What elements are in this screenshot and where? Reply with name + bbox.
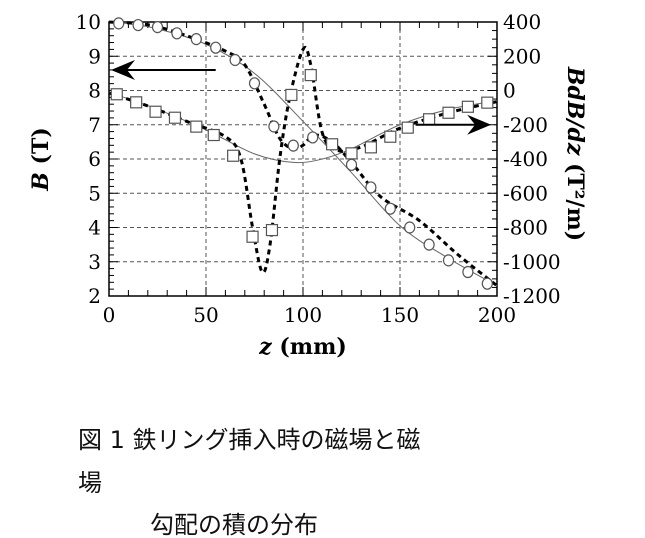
y2-tick-label: -1200: [503, 284, 561, 308]
y2-tick-label: -200: [503, 113, 548, 137]
y2-tick-label: -800: [503, 216, 548, 240]
data-point-circle: [442, 254, 455, 267]
y-tick-label: 6: [88, 147, 101, 171]
plot-frame: [108, 21, 498, 297]
y-tick-label: 4: [88, 216, 101, 240]
y2-tick-label: -1000: [503, 250, 561, 274]
data-point-square: [227, 149, 240, 162]
y-tick-label: 3: [88, 250, 101, 274]
x-tick-label: 50: [193, 303, 218, 327]
data-point-circle: [229, 53, 241, 67]
data-point-circle: [248, 77, 261, 90]
data-point-circle: [365, 181, 377, 194]
data-point-square: [364, 141, 377, 154]
caption-line-3: 勾配の積の分布: [150, 511, 318, 538]
y-tick-label: 8: [88, 79, 101, 103]
data-point-circle: [481, 277, 493, 290]
x-tick-label: 100: [284, 303, 322, 327]
data-point-circle: [132, 18, 144, 32]
data-point-square: [168, 111, 182, 124]
x-tick-label: 0: [103, 303, 116, 327]
x-tick-label: 150: [381, 303, 419, 327]
data-point-circle: [171, 27, 183, 40]
x-axis-label: z (mm): [258, 334, 347, 360]
data-point-circle: [404, 221, 416, 234]
data-point-square: [304, 68, 317, 82]
y-tick-label: 10: [76, 10, 101, 34]
arrow-left-icon: [111, 59, 135, 80]
y2-tick-label: -400: [503, 147, 548, 171]
data-point-square: [130, 96, 143, 109]
y-tick-label: 7: [88, 113, 101, 137]
data-point-square: [285, 88, 298, 102]
data-point-square: [246, 230, 259, 243]
data-point-circle: [151, 21, 164, 34]
y-tick-label: 5: [88, 181, 101, 205]
data-point-circle: [423, 238, 435, 251]
data-point-circle: [190, 33, 202, 46]
data-point-circle: [345, 158, 358, 171]
data-point-square: [207, 128, 220, 142]
data-point-square: [401, 121, 414, 134]
chart: 0 50 100 150 200 2 3 4 5 6 7 8 9 10 400 200 0 -200 -400 -60…: [28, 10, 588, 360]
y2-axis-label: BdB/dz (T²/m): [562, 66, 588, 241]
data-point-square: [110, 88, 123, 101]
data-point-square: [190, 120, 203, 133]
data-point-square: [481, 96, 494, 109]
series-bdb-dz-with-ring: [108, 45, 498, 274]
data-point-square: [265, 223, 279, 237]
data-point-square: [149, 105, 162, 118]
y2-tick-label: -600: [503, 181, 548, 205]
y-tick-label: 2: [88, 284, 101, 308]
data-point-circle: [462, 265, 474, 279]
y2-tick-label: 400: [503, 10, 541, 34]
arrow-right-icon: [467, 114, 492, 135]
data-point-square: [461, 100, 474, 113]
data-point-circle: [287, 139, 299, 152]
y-tick-label: 9: [88, 44, 101, 68]
data-point-square: [442, 106, 455, 119]
y2-tick-label: 0: [503, 79, 516, 103]
y-axis-label: B (T): [28, 127, 54, 191]
x-tick-label: 200: [478, 303, 516, 327]
series-b-with-ring: [108, 20, 498, 287]
data-point-circle: [384, 202, 396, 215]
data-point-square: [326, 138, 339, 151]
data-point-square: [384, 130, 397, 143]
data-point-circle: [268, 120, 280, 133]
data-point-square: [345, 147, 358, 160]
caption-line-2: 場: [78, 469, 102, 497]
data-point-circle: [113, 17, 125, 30]
data-point-square: [423, 113, 436, 126]
y2-tick-label: 200: [503, 44, 541, 68]
data-point-circle: [307, 131, 319, 144]
caption-line-1: 図 1 鉄リング挿入時の磁場と磁: [78, 426, 421, 454]
data-point-circle: [210, 41, 222, 54]
